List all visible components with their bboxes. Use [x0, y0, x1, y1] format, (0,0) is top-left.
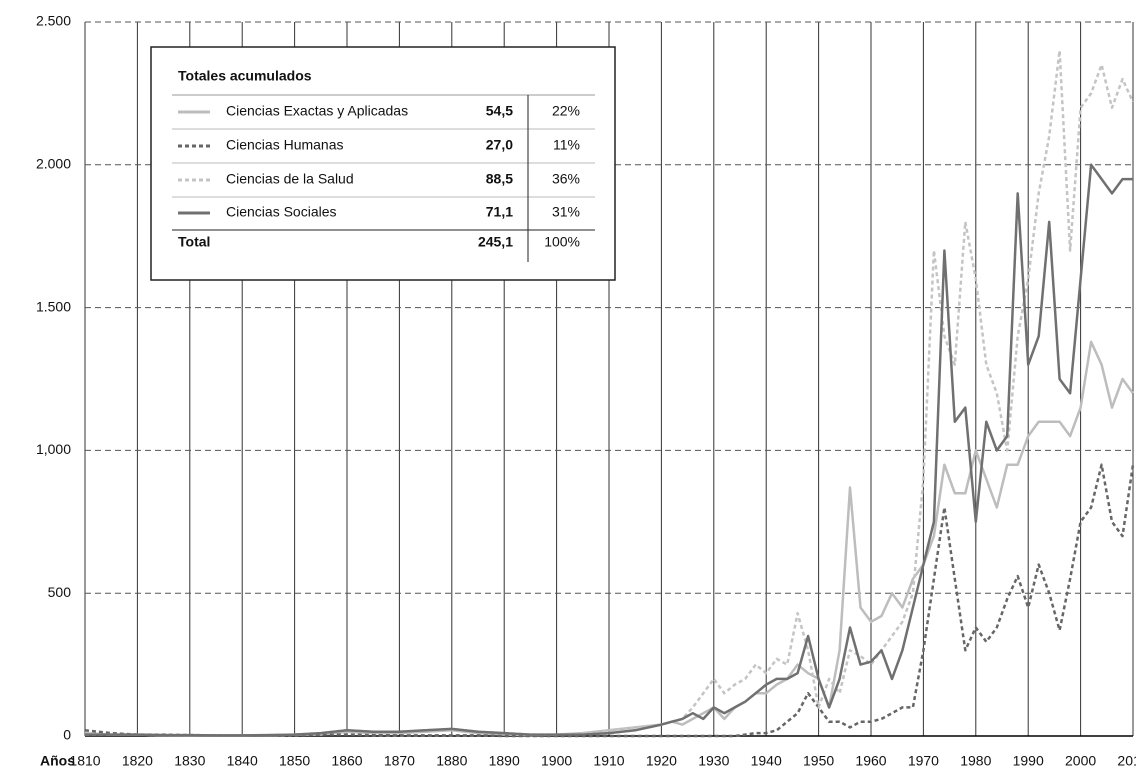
x-tick-label: 1810 [69, 753, 100, 769]
legend-share: 22% [552, 103, 580, 119]
x-tick-label: 1970 [908, 753, 939, 769]
legend-total: 88,5 [486, 171, 513, 187]
y-tick-label: 500 [48, 584, 72, 600]
x-tick-label: 1840 [227, 753, 258, 769]
legend-total: 245,1 [478, 234, 513, 250]
x-tick-label: 2000 [1065, 753, 1096, 769]
x-tick-label: 1950 [803, 753, 834, 769]
legend-share: 31% [552, 204, 580, 220]
x-axis-label: Años [40, 753, 75, 769]
legend-total: 27,0 [486, 137, 513, 153]
y-tick-label: 0 [63, 727, 71, 743]
y-tick-label: 1.500 [36, 298, 71, 314]
legend-share: 36% [552, 171, 580, 187]
x-tick-label: 1850 [279, 753, 310, 769]
x-tick-label: 1910 [593, 753, 624, 769]
legend-label: Ciencias Humanas [226, 137, 344, 153]
legend-label: Ciencias Exactas y Aplicadas [226, 103, 408, 119]
x-tick-label: 1820 [122, 753, 153, 769]
legend-title: Totales acumulados [178, 68, 312, 84]
x-tick-label: 1990 [1013, 753, 1044, 769]
x-tick-label: 1860 [331, 753, 362, 769]
x-tick-label: 1830 [174, 753, 205, 769]
legend: Totales acumulados Ciencias Exactas y Apl… [150, 46, 616, 281]
x-tick-label: 1960 [855, 753, 886, 769]
series-line [85, 163, 1133, 737]
legend-label: Ciencias Sociales [226, 204, 337, 220]
series-line [84, 340, 1135, 737]
x-tick-label: 1880 [436, 753, 467, 769]
x-tick-label: 1980 [960, 753, 991, 769]
x-tick-label: 1900 [541, 753, 572, 769]
x-tick-label: 1930 [698, 753, 729, 769]
legend-share: 100% [544, 234, 580, 250]
x-tick-label: 1890 [489, 753, 520, 769]
legend-label: Ciencias de la Salud [226, 171, 354, 187]
series-line [84, 463, 1135, 738]
x-tick-label: 1940 [751, 753, 782, 769]
x-tick-label: 1870 [384, 753, 415, 769]
legend-total-label: Total [178, 234, 210, 250]
x-tick-label: 2010 [1117, 753, 1136, 769]
y-tick-label: 2.500 [36, 13, 71, 29]
legend-share: 11% [553, 137, 580, 153]
legend-total: 54,5 [486, 103, 513, 119]
y-tick-label: 2.000 [36, 156, 71, 172]
x-tick-label: 1920 [646, 753, 677, 769]
legend-total: 71,1 [486, 204, 513, 220]
y-tick-label: 1,000 [36, 441, 71, 457]
